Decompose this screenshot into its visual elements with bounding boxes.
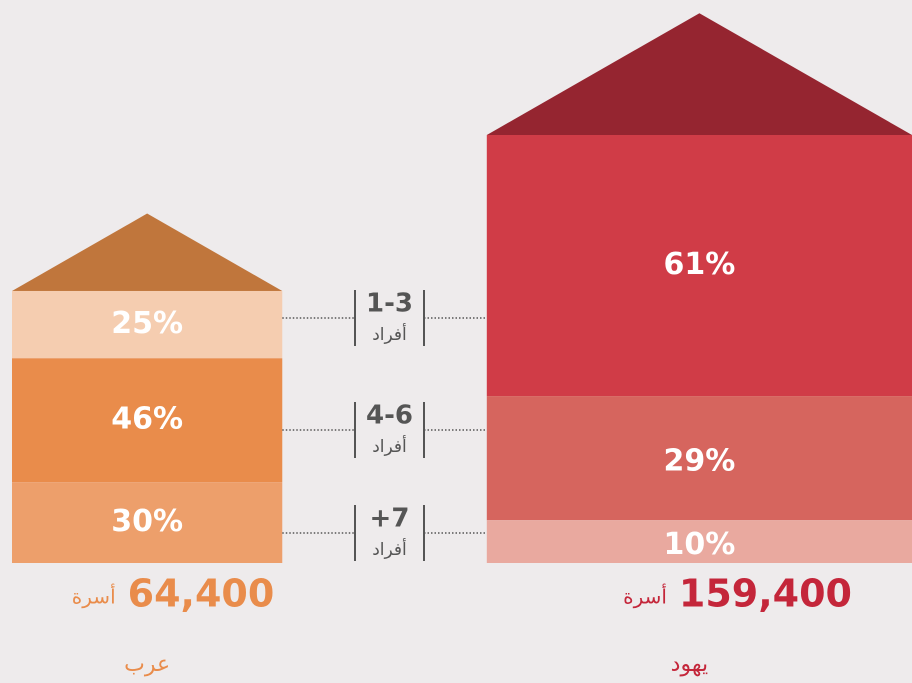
total-value: 159,400 [679,572,852,616]
group-name: عرب [124,652,170,677]
segment-label: 29% [663,444,735,479]
roof [486,13,912,136]
total-value: 64,400 [128,572,275,616]
segment [486,396,912,521]
segment [12,482,283,563]
segment [486,520,912,563]
segment-label: 25% [111,306,183,341]
category-unit: أفراد [372,323,407,345]
segment-label: 61% [663,247,735,282]
category-unit: أفراد [372,435,407,457]
total-unit: أسرة [623,584,667,609]
segment-label: 30% [111,504,183,539]
category-label: 4-6 [366,401,413,431]
total-unit: أسرة [72,584,116,609]
segment [12,290,283,359]
segment-label: 46% [111,402,183,437]
category-label: +7 [370,504,410,534]
category-unit: أفراد [372,538,407,560]
segment [12,358,283,483]
group-name: يهود [671,652,708,677]
category-label: 1-3 [366,289,413,319]
segment-label: 10% [663,527,735,562]
segment [486,135,912,397]
roof [12,213,283,291]
